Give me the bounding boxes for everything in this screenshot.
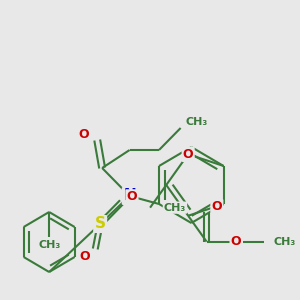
Text: O: O [231, 235, 242, 248]
Text: O: O [79, 128, 89, 142]
Text: S: S [95, 217, 106, 232]
Text: O: O [183, 148, 194, 161]
Text: O: O [212, 200, 222, 213]
Text: CH₃: CH₃ [273, 237, 296, 247]
Text: O: O [127, 190, 137, 203]
Text: CH₃: CH₃ [185, 117, 208, 127]
Text: O: O [80, 250, 90, 263]
Text: N: N [123, 188, 136, 203]
Text: CH₃: CH₃ [164, 203, 186, 213]
Text: CH₃: CH₃ [38, 240, 60, 250]
